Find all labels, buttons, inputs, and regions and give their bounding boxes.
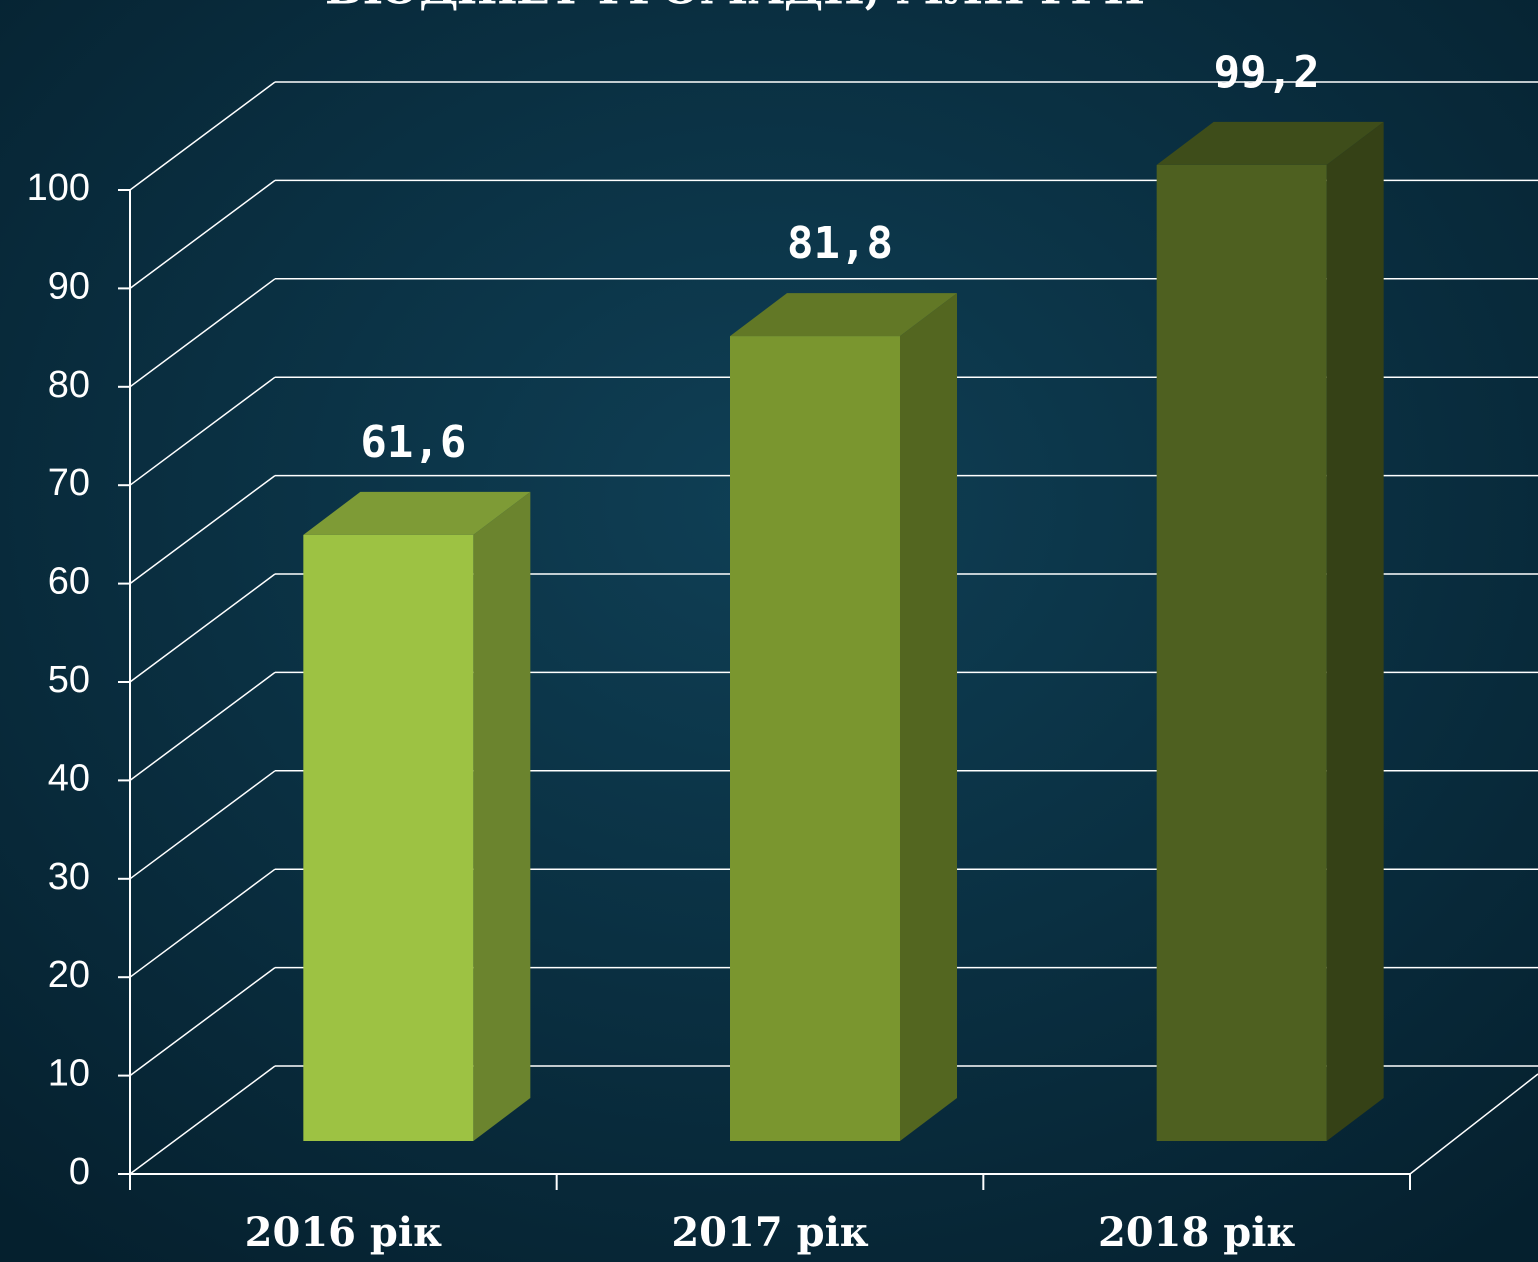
y-tick-label: 0 xyxy=(69,1151,90,1193)
floor-edge xyxy=(1409,1073,1538,1175)
bar xyxy=(1156,164,1327,1141)
data-label: 99,2 xyxy=(1214,47,1320,98)
chart-title: БЮДЖЕТ ГРОМАДИ, МЛН ГРН xyxy=(325,0,1145,15)
bar-side xyxy=(1326,121,1384,1141)
bar xyxy=(303,534,474,1141)
y-tick-label: 80 xyxy=(48,364,90,406)
grid-line xyxy=(129,573,276,683)
y-tick-label: 100 xyxy=(27,167,90,209)
y-tick-label: 60 xyxy=(48,561,90,603)
x-tick-label: 2016 рік xyxy=(245,1209,442,1256)
y-tick-label: 50 xyxy=(48,659,90,701)
bar-top xyxy=(1156,121,1384,165)
grid-line xyxy=(129,671,276,782)
bar-top xyxy=(730,293,957,337)
bar-side xyxy=(473,491,531,1142)
bar xyxy=(730,336,900,1141)
y-tick-label: 90 xyxy=(48,265,90,307)
grid-line xyxy=(129,1065,276,1175)
grid-line xyxy=(129,278,276,388)
grid-line xyxy=(129,770,276,880)
x-tick-label: 2017 рік xyxy=(671,1209,868,1256)
data-label: 81,8 xyxy=(787,218,893,269)
grid-line xyxy=(129,966,276,1077)
bar-side xyxy=(900,293,957,1141)
grid-line xyxy=(129,868,276,978)
y-tick-label: 70 xyxy=(48,462,90,504)
y-tick-label: 30 xyxy=(48,856,90,898)
y-tick-label: 10 xyxy=(48,1053,90,1095)
y-tick-label: 40 xyxy=(48,757,90,799)
grid-line xyxy=(129,474,276,585)
data-label: 61,6 xyxy=(360,417,466,468)
bar-top xyxy=(303,491,531,535)
grid-line xyxy=(129,179,276,290)
y-tick-label: 20 xyxy=(48,954,90,996)
grid-line xyxy=(129,376,276,486)
x-tick-label: 2018 рік xyxy=(1098,1209,1295,1256)
grid-line xyxy=(129,81,276,191)
